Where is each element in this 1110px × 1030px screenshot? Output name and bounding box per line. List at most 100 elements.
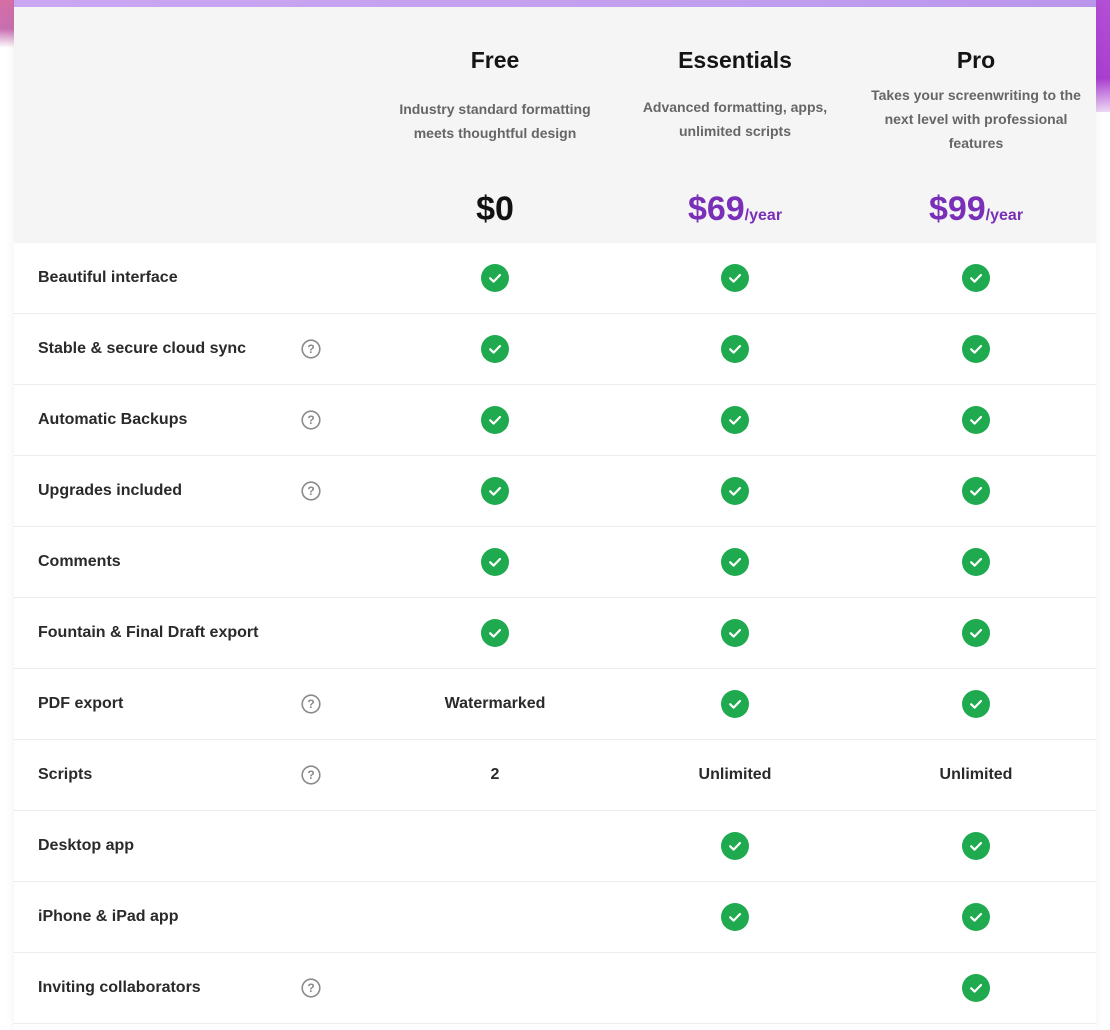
feature-cell-essentials — [615, 953, 855, 1023]
feature-value-text: Watermarked — [444, 695, 546, 712]
feature-cell-pro — [856, 456, 1096, 526]
check-circle-icon — [721, 477, 749, 505]
feature-cell-free — [375, 953, 615, 1023]
check-circle-icon — [962, 548, 990, 576]
feature-cell-pro — [856, 243, 1096, 313]
feature-label: Beautiful interface — [38, 269, 178, 286]
feature-label: iPhone & iPad app — [38, 908, 179, 925]
feature-cell-pro — [856, 598, 1096, 668]
feature-cell-pro — [856, 669, 1096, 739]
plans-header: Free Industry standard formatting meets th… — [14, 7, 1096, 243]
feature-label: Inviting collaborators — [38, 979, 201, 996]
pricing-comparison-table: Free Industry standard formatting meets th… — [14, 0, 1096, 1030]
feature-cell-essentials — [615, 385, 855, 455]
svg-text:?: ? — [307, 342, 314, 356]
feature-label: Fountain & Final Draft export — [38, 624, 259, 641]
feature-cell-pro — [856, 527, 1096, 597]
price-amount: $99 — [928, 190, 986, 228]
question-circle-icon[interactable]: ? — [301, 694, 321, 714]
feature-cell-free — [375, 882, 615, 952]
feature-cell-free: 2 — [375, 740, 615, 810]
plan-price: $99/year — [856, 189, 1096, 236]
feature-cell-free — [375, 456, 615, 526]
feature-cell-essentials — [615, 243, 855, 313]
check-circle-icon — [962, 619, 990, 647]
price-unit: /year — [744, 207, 783, 224]
feature-cell-free — [375, 243, 615, 313]
question-circle-icon[interactable]: ? — [301, 410, 321, 430]
check-circle-icon — [481, 406, 509, 434]
plan-description-line: features — [948, 135, 1004, 151]
feature-label: Upgrades included — [38, 482, 183, 499]
plan-price: $69/year — [615, 189, 855, 236]
question-circle-icon[interactable]: ? — [301, 978, 321, 998]
check-circle-icon — [481, 477, 509, 505]
feature-cell-free — [375, 811, 615, 881]
background-glow-left — [0, 0, 16, 48]
plan-description-line: Industry standard formatting — [399, 101, 591, 117]
feature-cell-pro — [856, 882, 1096, 952]
feature-cell-free — [375, 314, 615, 384]
feature-cell-essentials: Unlimited — [615, 740, 855, 810]
check-circle-icon — [721, 548, 749, 576]
check-circle-icon — [481, 264, 509, 292]
feature-cell-essentials — [615, 811, 855, 881]
price-amount: $69 — [687, 190, 745, 228]
feature-value-text: Unlimited — [939, 766, 1013, 783]
feature-label: Automatic Backups — [38, 411, 188, 428]
background-glow-right — [1094, 0, 1110, 112]
feature-cell-free — [375, 527, 615, 597]
feature-row: Stable & secure cloud sync? — [14, 314, 1096, 385]
feature-row: Beautiful interface — [14, 243, 1096, 314]
feature-row: iPhone & iPad app — [14, 882, 1096, 953]
feature-row: Desktop app — [14, 811, 1096, 882]
feature-cell-pro — [856, 811, 1096, 881]
plan-description-line: meets thoughtful design — [413, 125, 577, 141]
check-circle-icon — [721, 619, 749, 647]
price-amount: $0 — [476, 190, 514, 228]
feature-cell-essentials — [615, 527, 855, 597]
feature-label: Stable & secure cloud sync — [38, 340, 247, 357]
feature-row: Scripts? 2 Unlimited Unlimited — [14, 740, 1096, 811]
feature-cell-pro — [856, 385, 1096, 455]
check-circle-icon — [962, 477, 990, 505]
feature-cell-essentials — [615, 314, 855, 384]
feature-cell-free — [375, 598, 615, 668]
feature-row: Automatic Backups? — [14, 385, 1096, 456]
feature-row: Fountain & Final Draft export — [14, 598, 1096, 669]
question-circle-icon[interactable]: ? — [301, 765, 321, 785]
plan-description: Takes your screenwriting to the next leve… — [866, 83, 1086, 155]
svg-text:?: ? — [307, 768, 314, 782]
plan-description-line: next level with professional — [884, 111, 1068, 127]
question-circle-icon[interactable]: ? — [301, 339, 321, 359]
check-circle-icon — [481, 548, 509, 576]
check-circle-icon — [721, 832, 749, 860]
check-circle-icon — [962, 832, 990, 860]
plan-name: Free — [470, 47, 520, 73]
feature-row: Inviting collaborators? — [14, 953, 1096, 1024]
question-circle-icon[interactable]: ? — [301, 481, 321, 501]
feature-cell-pro: Unlimited — [856, 740, 1096, 810]
check-circle-icon — [962, 406, 990, 434]
check-circle-icon — [721, 903, 749, 931]
feature-label: Comments — [38, 553, 121, 570]
feature-value-text: 2 — [490, 766, 500, 783]
check-circle-icon — [721, 264, 749, 292]
plan-description: Industry standard formatting meets though… — [385, 97, 605, 145]
check-circle-icon — [721, 406, 749, 434]
plan-description-line: Advanced formatting, apps, — [642, 99, 828, 115]
svg-text:?: ? — [307, 697, 314, 711]
check-circle-icon — [721, 335, 749, 363]
svg-text:?: ? — [307, 413, 314, 427]
check-circle-icon — [721, 690, 749, 718]
top-accent-strip — [14, 0, 1096, 7]
check-circle-icon — [962, 264, 990, 292]
feature-label: Desktop app — [38, 837, 135, 854]
feature-cell-pro — [856, 314, 1096, 384]
feature-label: Scripts — [38, 766, 93, 783]
feature-cell-essentials — [615, 882, 855, 952]
check-circle-icon — [481, 619, 509, 647]
feature-cell-free: Watermarked — [375, 669, 615, 739]
feature-label: PDF export — [38, 695, 124, 712]
check-circle-icon — [962, 690, 990, 718]
